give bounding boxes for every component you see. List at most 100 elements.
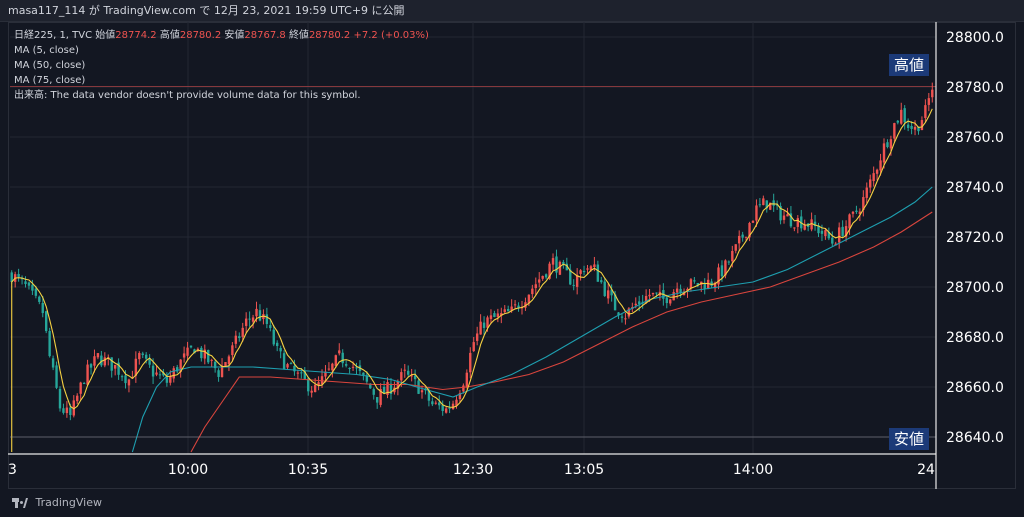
candle-body: [465, 372, 469, 387]
candle-body: [734, 244, 737, 251]
candle-body: [896, 120, 899, 123]
ma50-legend[interactable]: MA (50, close): [14, 60, 86, 71]
candle-body: [517, 305, 520, 309]
candle-body: [579, 270, 582, 274]
candle-body: [903, 108, 906, 123]
candle-body: [544, 274, 548, 278]
candle-body: [210, 359, 213, 361]
candle-body: [672, 292, 675, 301]
candle-body: [486, 317, 489, 328]
ma75-line: [190, 211, 933, 453]
candle-body: [538, 279, 541, 283]
candle-body: [458, 393, 462, 400]
candle-body: [862, 197, 865, 210]
candle-body: [45, 311, 48, 332]
candle-body: [855, 210, 858, 212]
candle-body: [613, 294, 617, 311]
candle-body: [31, 284, 34, 291]
candle-body: [62, 408, 65, 413]
chart-frame: [8, 22, 1016, 489]
candle-body: [279, 347, 282, 352]
candle-body: [569, 269, 572, 285]
candle-body: [562, 261, 565, 265]
candle-body: [151, 365, 155, 377]
candle-body: [827, 231, 831, 239]
candle-body: [182, 353, 186, 358]
candle-body: [110, 357, 113, 371]
candle-body: [162, 372, 165, 376]
candle-body: [155, 372, 158, 375]
candle-body: [610, 289, 613, 296]
candle-body: [638, 301, 641, 305]
candle-body: [817, 225, 820, 234]
candle-body: [875, 169, 879, 174]
candle-body: [241, 327, 244, 337]
x-tick-label: 3: [8, 462, 17, 478]
candle-body: [689, 279, 693, 289]
candle-body: [431, 401, 434, 405]
candle-body: [296, 372, 300, 374]
candle-body: [176, 367, 179, 372]
candle-body: [351, 366, 355, 368]
candle-body: [489, 315, 493, 319]
candle-body: [444, 408, 448, 413]
candle-body: [362, 372, 365, 375]
candle-body: [65, 407, 69, 414]
ma50-line: [131, 186, 933, 453]
candle-body: [472, 342, 475, 352]
candle-body: [272, 329, 275, 345]
candle-body: [910, 125, 913, 129]
ma5-legend[interactable]: MA (5, close): [14, 45, 79, 56]
candle-body: [51, 358, 55, 368]
candle-body: [189, 345, 193, 348]
candle-body: [813, 221, 817, 227]
candle-body: [310, 390, 313, 393]
candle-body: [369, 383, 372, 389]
candle-body: [879, 160, 882, 171]
candle-body: [348, 367, 351, 369]
high-label: 高値: [159, 30, 180, 41]
candle-body: [713, 282, 717, 289]
price-axis[interactable]: 28800.0 28780.0 28760.0 28740.0 28720.0 28700…: [946, 30, 1004, 446]
candle-body: [413, 375, 417, 380]
candle-body: [751, 220, 755, 223]
candle-body: [303, 371, 306, 379]
candle-body: [548, 263, 551, 279]
candle-body: [234, 335, 238, 344]
candle-body: [582, 271, 586, 273]
candle-body: [848, 214, 851, 229]
volume-note: 出来高: The data vendor doesn't provide vol…: [14, 90, 361, 101]
candle-body: [17, 273, 20, 277]
candle-body: [224, 362, 227, 367]
candle-body: [93, 356, 96, 366]
candle-body: [665, 297, 668, 304]
candle-body: [931, 89, 934, 98]
candle-body: [438, 402, 441, 406]
candle-body: [69, 407, 72, 415]
open-label: 始値: [95, 30, 116, 41]
candle-body: [606, 290, 610, 299]
candle-body: [427, 390, 431, 401]
candle-body: [710, 281, 713, 286]
candle-body: [541, 275, 544, 279]
publish-header-text: masa117_114 が TradingView.com で 12月 23, …: [8, 4, 405, 17]
candle-body: [324, 371, 327, 377]
y-tick-label: 28740.0: [946, 180, 1004, 196]
candle-body: [103, 357, 107, 366]
candle-body: [179, 359, 182, 372]
ma75-legend[interactable]: MA (75, close): [14, 75, 86, 86]
candle-body: [617, 312, 620, 316]
candle-body: [379, 388, 382, 405]
candlestick-chart[interactable]: 28800.0 28780.0 28760.0 28740.0 28720.0 28700…: [8, 22, 1016, 489]
candle-body: [758, 204, 762, 206]
candle-body: [403, 369, 406, 371]
candle-body: [24, 281, 27, 285]
candle-body: [372, 389, 375, 395]
candle-body: [727, 261, 731, 263]
x-tick-label: 10:00: [168, 462, 208, 478]
time-axis[interactable]: 3 10:00 10:35 12:30 13:05 14:00 24: [8, 462, 935, 478]
candle-body: [344, 364, 348, 366]
candle-body: [575, 275, 579, 287]
candle-body: [331, 363, 334, 371]
candle-body: [144, 354, 148, 359]
